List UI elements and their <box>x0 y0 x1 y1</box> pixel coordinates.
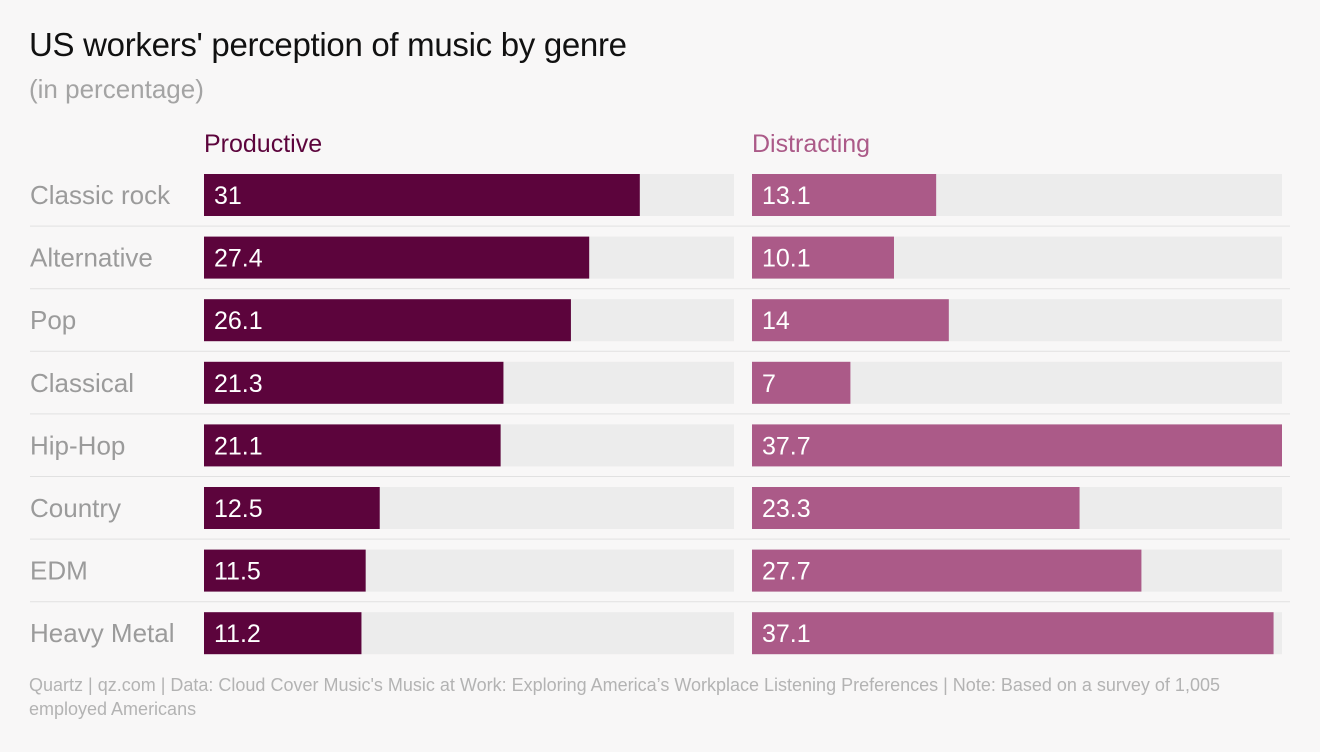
source-note: Quartz | qz.com | Data: Cloud Cover Musi… <box>29 675 1220 719</box>
bar-productive-classic-rock <box>204 174 640 216</box>
chart-title: US workers' perception of music by genre <box>29 26 627 63</box>
category-label-classical: Classical <box>30 368 134 398</box>
bar-productive-alternative <box>204 236 590 279</box>
bar-distracting-pop <box>752 299 949 342</box>
value-label-distracting-classic-rock: 13.1 <box>762 182 811 210</box>
value-label-productive-country: 12.5 <box>214 495 263 523</box>
bar-productive-pop <box>204 299 571 342</box>
bar-productive-heavy-metal <box>204 612 362 655</box>
bar-distracting-alternative <box>752 236 894 279</box>
value-label-productive-edm: 11.5 <box>214 558 261 586</box>
value-label-productive-hip-hop: 21.1 <box>214 432 263 460</box>
category-label-heavy-metal: Heavy Metal <box>30 618 175 648</box>
value-label-distracting-pop: 14 <box>762 307 790 335</box>
value-label-distracting-alternative: 10.1 <box>762 245 811 273</box>
value-label-distracting-heavy-metal: 37.1 <box>762 620 811 648</box>
category-label-classic-rock: Classic rock <box>30 180 171 210</box>
category-label-pop: Pop <box>30 305 76 335</box>
value-label-productive-pop: 26.1 <box>214 307 263 335</box>
value-label-distracting-hip-hop: 37.7 <box>762 432 811 460</box>
bar-productive-edm <box>204 549 366 592</box>
bar-distracting-classical <box>752 361 851 404</box>
value-label-distracting-country: 23.3 <box>762 495 811 523</box>
bar-productive-country <box>204 487 380 529</box>
bar-distracting-edm <box>752 549 1142 592</box>
series-header-distracting: Distracting <box>752 130 870 158</box>
bar-distracting-hip-hop <box>752 424 1282 467</box>
bar-distracting-heavy-metal <box>752 612 1274 655</box>
bar-productive-hip-hop <box>204 424 501 467</box>
bar-distracting-country <box>752 487 1080 529</box>
value-label-productive-classic-rock: 31 <box>214 182 242 210</box>
category-label-edm: EDM <box>30 556 88 586</box>
value-label-productive-classical: 21.3 <box>214 370 263 398</box>
value-label-distracting-classical: 7 <box>762 370 776 398</box>
category-label-alternative: Alternative <box>30 243 153 273</box>
bar-distracting-classic-rock <box>752 174 937 216</box>
value-label-productive-heavy-metal: 11.2 <box>214 620 261 648</box>
chart-subtitle: (in percentage) <box>29 74 204 104</box>
series-header-productive: Productive <box>204 130 322 158</box>
value-label-productive-alternative: 27.4 <box>214 245 263 273</box>
category-label-hip-hop: Hip-Hop <box>30 430 125 460</box>
value-label-distracting-edm: 27.7 <box>762 558 811 586</box>
bar-chart: Productive Distracting Classic rock 31 13.1 A… <box>30 130 1290 655</box>
category-label-country: Country <box>30 493 121 523</box>
bar-productive-classical <box>204 361 504 404</box>
